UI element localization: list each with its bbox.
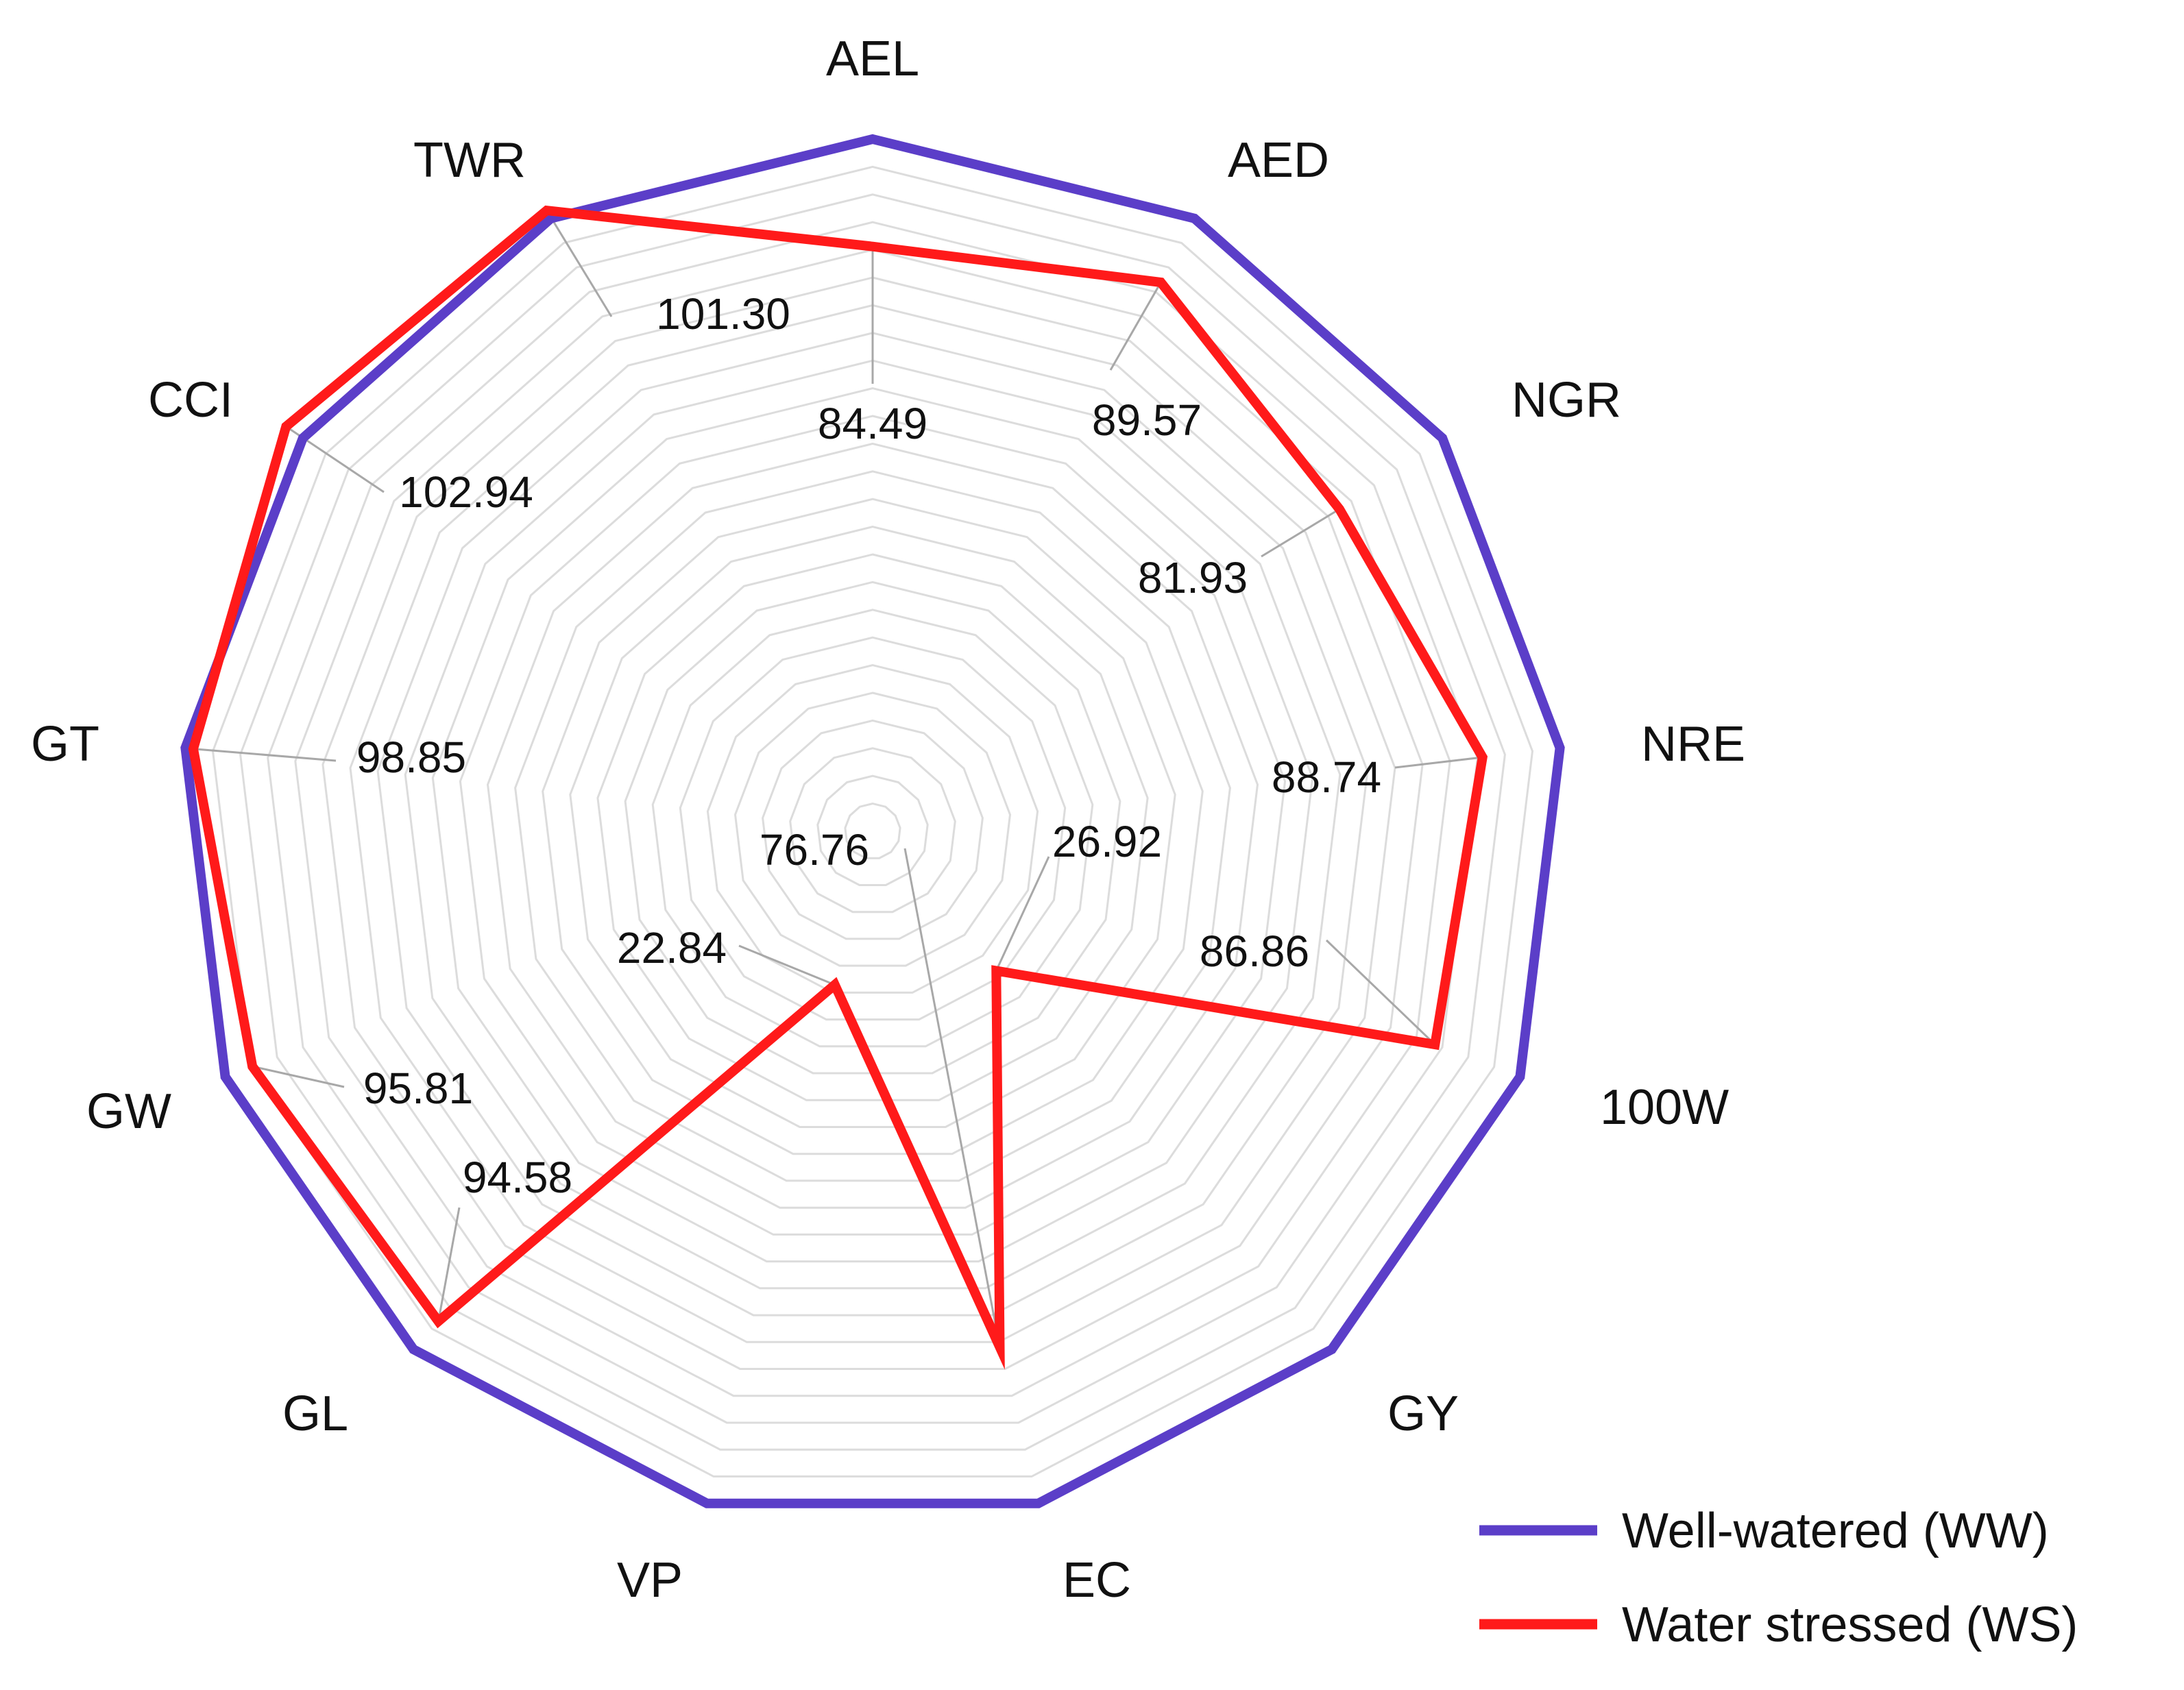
data-label-ec: 76.76 <box>760 825 869 874</box>
data-label-leader <box>1394 756 1483 769</box>
data-label-ael: 84.49 <box>818 399 927 448</box>
axis-label-ael: AEL <box>826 32 919 86</box>
grid-ring <box>294 249 1451 1397</box>
axis-label-100w: 100W <box>1600 1080 1729 1135</box>
data-label-leader <box>193 748 337 762</box>
grid-ring <box>431 387 1314 1263</box>
data-label-leaders <box>193 210 1483 1347</box>
data-label-aed: 89.57 <box>1092 395 1202 445</box>
grid-ring <box>733 691 1012 967</box>
grid-ring <box>376 332 1369 1317</box>
grid-ring <box>459 415 1287 1236</box>
data-label-gw: 95.81 <box>363 1064 473 1113</box>
grid-ring <box>624 580 1121 1075</box>
data-label-ngr: 81.93 <box>1138 553 1248 602</box>
axis-label-ec: EC <box>1063 1553 1131 1608</box>
axis-label-ngr: NGR <box>1512 373 1621 428</box>
data-label-leader <box>903 848 1001 1347</box>
grid-ring <box>542 498 1204 1155</box>
data-label-leader <box>1325 939 1436 1046</box>
legend-label-ws: Water stressed (WS) <box>1622 1597 2078 1652</box>
axis-label-gy: GY <box>1387 1386 1459 1441</box>
axis-labels: AEL AED NGR NRE 100W GY EC VP GL GW GT CCI TWR <box>31 32 1745 1608</box>
data-label-twr: 101.30 <box>656 289 790 339</box>
data-label-gl: 94.58 <box>463 1153 572 1202</box>
data-label-vp: 22.84 <box>617 923 727 972</box>
data-label-nre: 88.74 <box>1272 752 1381 802</box>
grid-ring <box>651 609 1094 1048</box>
radar-series <box>180 134 1565 1508</box>
legend: Well-watered (WW) Water stressed (WS) <box>1479 1504 2078 1652</box>
data-label-100w: 86.86 <box>1200 927 1309 976</box>
grid-ring <box>267 221 1479 1424</box>
axis-label-vp: VP <box>617 1553 683 1608</box>
grid-ring <box>569 526 1176 1128</box>
grid-ring <box>844 803 901 859</box>
axis-label-cci: CCI <box>148 373 233 428</box>
data-label-leader <box>738 944 836 986</box>
grid-ring <box>514 470 1231 1182</box>
axis-label-gw: GW <box>86 1084 171 1139</box>
data-label-leader <box>546 210 613 317</box>
data-label-gt: 98.85 <box>356 733 466 782</box>
data-label-gy: 26.92 <box>1052 817 1162 866</box>
data-label-leader <box>1109 282 1162 371</box>
series-ws-line <box>188 205 1488 1370</box>
axis-label-nre: NRE <box>1641 717 1745 772</box>
grid-ring <box>211 165 1534 1478</box>
grid-ring <box>404 359 1342 1290</box>
data-label-leader <box>1261 508 1340 558</box>
axis-label-twr: TWR <box>413 133 526 188</box>
axis-label-gl: GL <box>282 1386 348 1441</box>
grid-ring <box>789 747 956 914</box>
grid-ring <box>596 553 1149 1101</box>
grid-ring <box>239 193 1506 1451</box>
data-labels: 84.49 89.57 81.93 88.74 86.86 26.92 76.76 22.84… <box>356 289 1381 1202</box>
grid-ring <box>762 719 984 940</box>
grid-ring <box>706 664 1039 994</box>
grid-ring <box>321 276 1424 1370</box>
series-ww-line <box>180 134 1565 1508</box>
grid-ring <box>486 442 1259 1209</box>
axis-label-aed: AED <box>1228 133 1329 188</box>
data-label-leader <box>995 856 1050 972</box>
legend-label-ww: Well-watered (WW) <box>1622 1504 2049 1558</box>
data-label-leader <box>437 1207 461 1322</box>
grid-ring <box>816 774 929 886</box>
grid-ring <box>349 304 1396 1343</box>
axis-label-gt: GT <box>31 717 99 772</box>
grid-ring <box>679 636 1067 1021</box>
data-label-leader <box>252 1065 345 1088</box>
data-label-cci: 102.94 <box>399 467 533 517</box>
